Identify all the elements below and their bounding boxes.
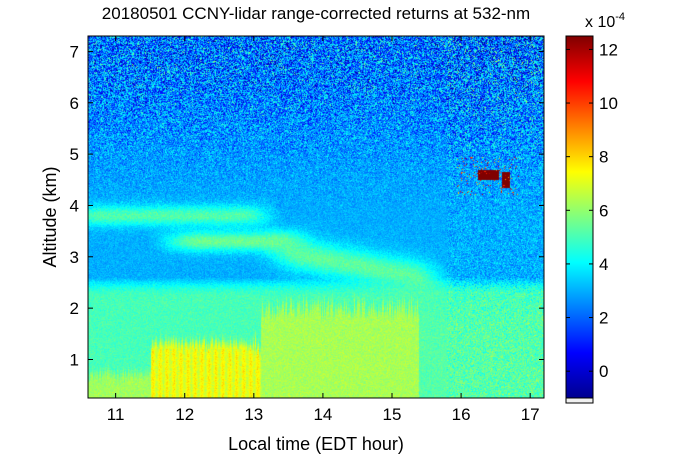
y-tick-label: 6	[70, 94, 79, 113]
y-tick-label: 5	[70, 145, 79, 164]
y-axis-label: Altitude (km)	[40, 166, 60, 267]
colorbar-exponent: -4	[615, 11, 625, 23]
colorbar-tick-label: 10	[599, 94, 618, 113]
colorbar-tick-label: 2	[599, 309, 608, 328]
y-tick-label: 3	[70, 248, 79, 267]
x-tick-label: 13	[244, 405, 263, 424]
y-tick-label: 7	[70, 42, 79, 61]
colorbar-nan-swatch	[565, 397, 594, 404]
y-tick-label: 1	[70, 350, 79, 369]
x-tick-label: 16	[452, 405, 471, 424]
colorbar-tick-label: 0	[599, 362, 608, 381]
x-tick-label: 12	[175, 405, 194, 424]
colorbar	[566, 36, 593, 398]
x-axis-label: Local time (EDT hour)	[228, 434, 404, 454]
x-tick-label: 11	[107, 405, 125, 424]
colorbar-tick-label: 4	[599, 255, 608, 274]
colorbar-multiplier: x 10-4	[585, 11, 625, 31]
lidar-heatmap	[88, 36, 544, 398]
colorbar-tick-label: 12	[599, 40, 618, 59]
y-axis-ticks: 1 2 3 4 5 6 7	[70, 42, 544, 369]
colorbar-ticks: 0 2 4 6 8 10 12	[565, 40, 618, 404]
x-tick-label: 17	[521, 405, 540, 424]
colorbar-tick-label: 8	[599, 148, 608, 167]
x-tick-label: 14	[313, 405, 332, 424]
x-axis-ticks: 11 12 13 14 15 16 17	[107, 36, 540, 424]
plot-frame	[87, 35, 545, 399]
x-tick-label: 15	[383, 405, 402, 424]
chart-title: 20180501 CCNY-lidar range-corrected retu…	[102, 4, 530, 23]
y-tick-label: 4	[70, 196, 79, 215]
colorbar-tick-label: 6	[599, 201, 608, 220]
y-tick-label: 2	[70, 299, 79, 318]
